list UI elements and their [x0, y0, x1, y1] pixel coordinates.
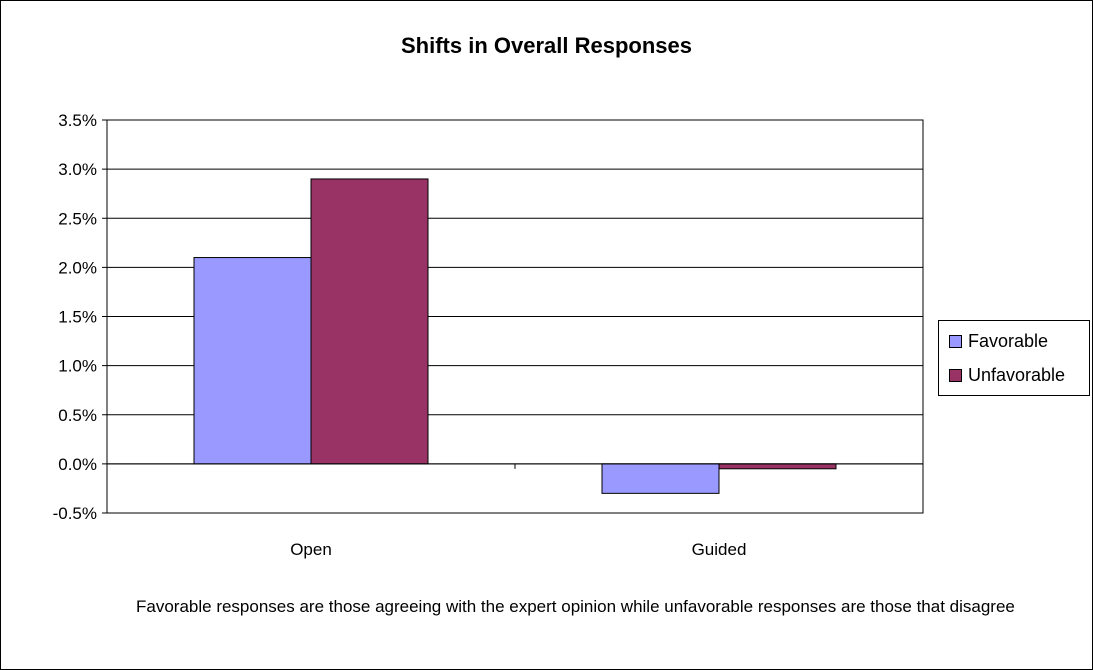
bar-favorable-guided: [601, 463, 720, 494]
legend-label-favorable: Favorable: [968, 331, 1049, 351]
y-tick-label: 2.5%: [58, 209, 97, 228]
bar-favorable-open: [193, 257, 312, 465]
y-tick-label: 3.5%: [58, 111, 97, 130]
y-tick-label: 1.0%: [58, 357, 97, 376]
chart-note: Favorable responses are those agreeing w…: [136, 597, 1015, 616]
legend-swatch-unfavorable: [949, 369, 962, 382]
legend: Favorable Unfavorable: [938, 320, 1090, 396]
y-tick-label: 2.0%: [58, 258, 97, 277]
y-tick-label: 1.5%: [58, 308, 97, 327]
chart-title: Shifts in Overall Responses: [401, 33, 692, 58]
y-tick-label: 0.0%: [58, 455, 97, 474]
bar-unfavorable-open: [310, 178, 429, 465]
bar-unfavorable-guided: [718, 463, 837, 470]
y-tick-label: 3.0%: [58, 160, 97, 179]
y-tick-label: -0.5%: [53, 504, 97, 523]
legend-swatch-favorable: [949, 335, 962, 348]
legend-item-unfavorable: Unfavorable: [949, 365, 1065, 386]
x-tick-label: Open: [290, 540, 332, 559]
legend-item-favorable: Favorable: [949, 331, 1048, 352]
y-tick-label: 0.5%: [58, 406, 97, 425]
legend-label-unfavorable: Unfavorable: [968, 365, 1066, 385]
x-tick-label: Guided: [692, 540, 747, 559]
